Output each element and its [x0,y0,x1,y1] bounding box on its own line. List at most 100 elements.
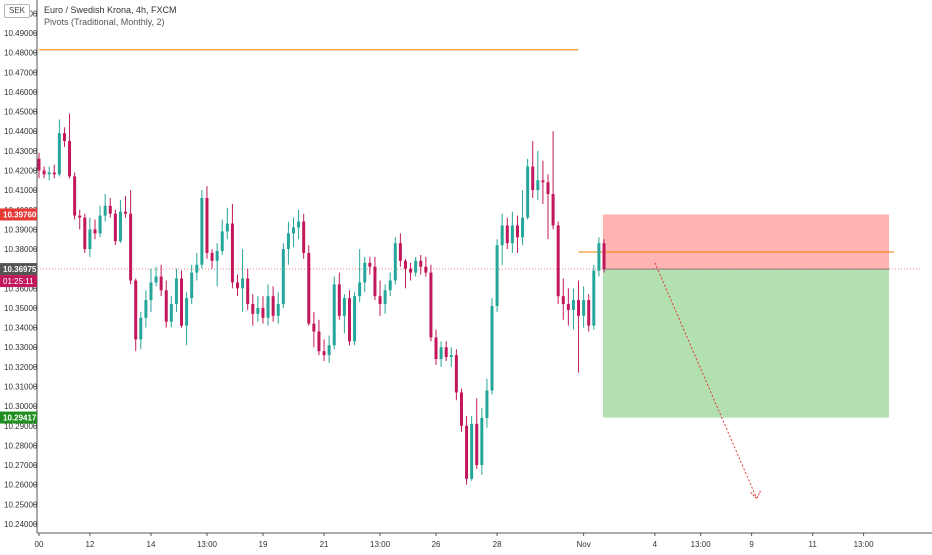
candle [546,174,550,240]
candle-body [42,170,46,175]
stop-loss-zone [602,214,890,270]
candle-body [37,158,41,171]
indicator-label[interactable]: Pivots (Traditional, Monthly, 2) [44,17,165,27]
candle-body [358,282,362,297]
candle-body [561,296,565,305]
candle-body [251,304,255,314]
candle [154,266,158,287]
candle [57,119,61,177]
candle-body [332,284,336,346]
candle-body [541,180,545,183]
candle-body [57,133,61,175]
candle-body [236,282,240,289]
candle [541,160,545,204]
candle-body [485,390,489,418]
candle [597,237,601,277]
candle-body [261,307,265,318]
x-tick-label: Nov [577,540,591,549]
x-tick-label: 9 [749,540,754,549]
candle [42,166,46,179]
candle-body [154,276,158,283]
candle [169,296,173,328]
candle [368,256,372,275]
candle [93,219,97,240]
candle [215,243,219,287]
candle-body [373,266,377,297]
projection-arrowhead [750,490,762,500]
candle-body [159,276,163,291]
currency-badge[interactable]: SEK [4,4,30,18]
y-tick-label: 10.32000 [4,363,38,372]
candle [424,256,428,277]
candle [556,221,560,305]
candle-body [246,278,250,305]
candle-body [312,323,316,332]
candle-body [276,304,280,316]
candle-body [424,266,428,273]
candle [302,213,306,259]
y-tick-label: 10.29000 [4,422,38,431]
candle [465,415,469,485]
take-profit-price-tag: 10.29417 [3,414,37,423]
candle [571,288,575,330]
candle [561,278,565,320]
candle [505,217,509,250]
candle-body [475,423,479,466]
y-tick-label: 10.30000 [4,402,38,411]
candle [312,311,316,348]
candle [108,197,112,218]
price-tags: 10.39760 10.36975 01:25:11 10.29417 [0,208,37,424]
candle-body [571,300,575,310]
candle [342,294,346,334]
candle-body [546,182,550,195]
candle-body [149,282,153,301]
candle [68,113,72,179]
candle [526,158,530,220]
candle [251,294,255,326]
stop-loss-price-tag-bg [0,208,37,221]
candle-body [180,278,184,326]
candle-body [515,225,519,238]
candle [134,278,138,352]
candle-body [266,296,270,318]
candle-body [510,225,514,244]
candle-body [526,166,530,218]
candle-body [449,355,453,358]
candle [398,233,402,267]
candle [185,292,189,346]
candle-body [454,355,458,393]
candle-body [393,243,397,281]
candle [118,199,122,244]
candle-body [439,347,443,360]
candle [434,329,438,365]
candle [261,296,265,324]
chart-legend: Euro / Swedish Krona, 4h, FXCM Pivots (T… [44,4,177,28]
y-tick-label: 10.26000 [4,481,38,490]
candle-body [582,300,586,316]
candle [332,276,336,350]
candle-body [403,260,407,269]
current-price-tag: 10.36975 [3,265,37,274]
candle [485,378,489,428]
candle [292,217,295,248]
candle [281,243,285,308]
candle-body [566,304,570,310]
candle-body [302,221,306,253]
candle [495,239,499,312]
symbol-title[interactable]: Euro / Swedish Krona, 4h, FXCM [44,5,177,15]
candle [393,237,397,285]
candle [490,298,494,395]
candle [409,262,413,281]
candle [149,268,153,312]
candle [327,335,331,363]
candle-body [134,280,138,340]
candle [210,249,214,269]
candle-body [465,425,469,479]
y-tick-label: 10.33000 [4,343,38,352]
x-tick-label: 19 [259,540,268,549]
candle-body [602,243,606,270]
x-tick-label: 4 [653,540,658,549]
candle-body [195,264,199,273]
